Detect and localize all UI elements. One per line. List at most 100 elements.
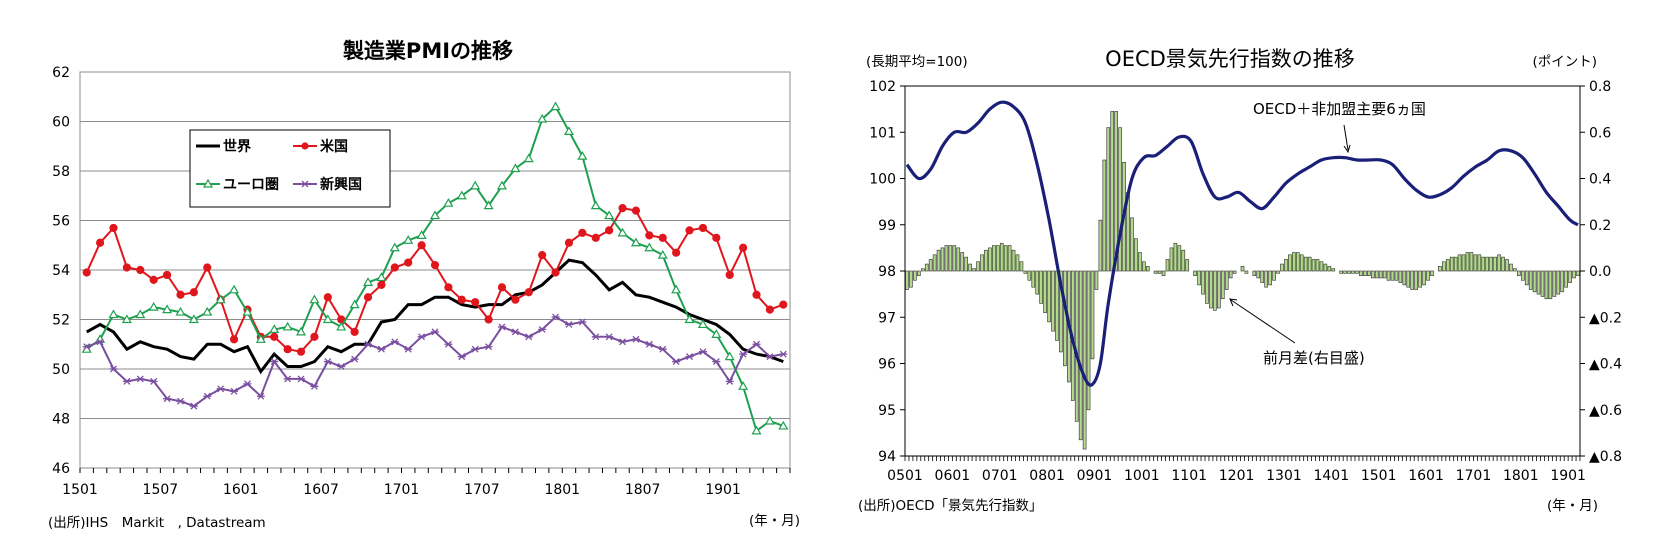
oecd-diff-bar: [1442, 261, 1446, 272]
oecd-diff-bar: [1256, 270, 1261, 279]
pmi-point-us: [417, 241, 426, 250]
oecd-left-tick-label: 94: [878, 449, 896, 465]
oecd-diff-bar: [1355, 270, 1359, 274]
oecd-diff-bar: [1406, 270, 1411, 288]
pmi-point-emerging: [645, 340, 654, 348]
oecd-left-tick-label: 98: [878, 264, 896, 280]
pmi-point-eurozone: [483, 200, 494, 210]
pmi-point-eurozone: [309, 294, 320, 304]
oecd-diff-bar: [1323, 263, 1328, 272]
oecd-diff-bar: [1082, 270, 1087, 450]
oecd-right-tick-label: 0.2: [1589, 218, 1611, 234]
oecd-left-tick-label: 102: [869, 79, 896, 95]
oecd-diff-bar: [995, 245, 1000, 272]
pmi-series-line-0: [85, 258, 784, 375]
oecd-diff-bar: [932, 254, 937, 272]
oecd-diff-bar: [1078, 270, 1083, 441]
oecd-diff-bar: [1252, 270, 1257, 276]
oecd-diff-bar: [1047, 270, 1051, 323]
pmi-point-us: [712, 233, 721, 242]
pmi-point-eurozone: [389, 242, 400, 252]
pmi-point-emerging: [283, 375, 292, 383]
pmi-point-emerging: [698, 348, 707, 356]
oecd-diff-bar: [976, 261, 980, 272]
oecd-bar-label-arrowhead: [1229, 298, 1238, 307]
pmi-point-eurozone: [322, 314, 333, 324]
pmi-point-us: [672, 248, 681, 257]
pmi-point-emerging: [551, 313, 560, 321]
oecd-x-tick-label: 0901: [1077, 468, 1113, 484]
pmi-gridlines: [80, 121, 790, 419]
pmi-point-emerging: [444, 340, 453, 348]
oecd-line-label-arrow: [1343, 124, 1349, 151]
oecd-diff-bar: [909, 270, 913, 288]
pmi-x-tick-label: 1901: [705, 482, 741, 498]
pmi-point-eurozone: [443, 197, 454, 207]
oecd-diff-bar: [924, 263, 929, 272]
pmi-y-tick-label: 60: [52, 115, 70, 131]
pmi-point-emerging: [96, 338, 105, 346]
oecd-diff-bar: [960, 252, 965, 272]
pmi-point-us: [779, 300, 788, 309]
pmi-point-eurozone: [751, 425, 762, 435]
oecd-diff-bar: [1043, 270, 1047, 313]
oecd-diff-bar: [913, 270, 917, 281]
pmi-point-us: [283, 345, 292, 354]
oecd-diff-bar: [1469, 252, 1474, 272]
pmi-x-tick-label: 1801: [544, 482, 580, 498]
oecd-diff-bar: [1153, 270, 1158, 274]
oecd-diff-bar: [944, 245, 949, 272]
oecd-cli-line: [905, 100, 1579, 387]
pmi-point-us: [323, 293, 332, 302]
oecd-diff-bar: [964, 256, 968, 272]
oecd-axes: 94 95 96 97 98 99 100 101 102 ▲0.8 ▲0.6 ▲0.4 ▲0.2 0.0…: [869, 79, 1622, 484]
pmi-point-eurozone: [135, 309, 146, 319]
pmi-point-emerging: [109, 365, 118, 373]
oecd-diff-bar: [1374, 270, 1379, 279]
pmi-point-emerging: [216, 385, 225, 393]
pmi-point-eurozone: [416, 230, 427, 239]
pmi-point-us: [457, 295, 466, 304]
oecd-diff-bar: [1556, 270, 1561, 295]
pmi-point-eurozone: [778, 420, 789, 430]
oecd-diff-bar: [1209, 270, 1213, 309]
pmi-point-eurozone: [510, 163, 521, 173]
oecd-x-tick-label: 1901: [1550, 468, 1586, 484]
pmi-point-emerging: [618, 338, 627, 346]
pmi-point-us: [162, 270, 172, 280]
oecd-x-tick-label: 1401: [1313, 468, 1349, 484]
pmi-point-us: [497, 283, 507, 292]
pmi-axes: 46 48 50 52 54 56 58 60 62 1501 1507 1601 1607 1701 17…: [52, 65, 791, 498]
oecd-diff-bar: [1560, 270, 1565, 293]
oecd-diff-bar: [1027, 270, 1032, 281]
oecd-diff-bar: [999, 242, 1004, 272]
pmi-point-eurozone: [537, 113, 548, 123]
oecd-diff-bar: [1473, 254, 1478, 272]
oecd-diff-bar: [1461, 254, 1466, 272]
pmi-point-us: [765, 305, 775, 314]
oecd-diff-bar: [1051, 270, 1055, 332]
pmi-point-eurozone: [764, 415, 775, 425]
pmi-point-emerging: [591, 333, 600, 341]
oecd-right-unit: (ポイント): [1532, 54, 1597, 70]
pmi-point-emerging: [323, 358, 332, 366]
oecd-source: (出所)OECD「景気先行指数」: [858, 498, 1043, 514]
oecd-diff-bar: [1430, 270, 1434, 276]
pmi-point-eurozone: [550, 101, 561, 111]
pmi-point-us: [511, 295, 520, 304]
oecd-diff-bar: [1422, 270, 1426, 286]
pmi-point-emerging: [564, 320, 573, 328]
oecd-x-tick-label: 1201: [1219, 468, 1255, 484]
pmi-point-eurozone: [376, 272, 387, 282]
oecd-diff-bar: [1173, 242, 1178, 272]
pmi-point-emerging: [712, 358, 721, 366]
oecd-diff-bar: [1272, 270, 1276, 281]
oecd-diff-bar: [1276, 270, 1280, 274]
oecd-diff-bar: [1540, 270, 1545, 297]
pmi-point-eurozone: [470, 180, 481, 190]
pmi-point-eurozone: [617, 227, 628, 237]
oecd-x-tick-label: 0701: [982, 468, 1018, 484]
pmi-point-emerging: [390, 338, 399, 346]
oecd-diff-bar: [1382, 270, 1387, 279]
